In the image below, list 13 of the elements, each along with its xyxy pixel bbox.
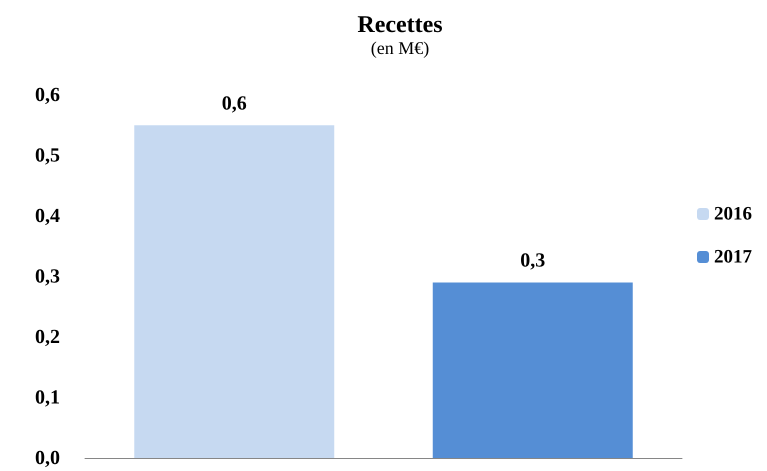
legend-label: 2017	[714, 246, 752, 268]
y-tick-label: 0,0	[35, 447, 60, 469]
y-tick-label: 0,3	[35, 266, 60, 288]
chart-title: Recettes	[357, 12, 443, 38]
y-tick-label: 0,5	[35, 144, 60, 166]
y-tick-label: 0,6	[35, 84, 60, 106]
data-label: 0,6	[222, 92, 247, 114]
y-tick-label: 0,4	[35, 205, 60, 227]
chart-subtitle: (en M€)	[370, 38, 430, 58]
legend-label: 2016	[714, 204, 752, 224]
y-tick-label: 0,1	[35, 386, 60, 408]
data-label: 0,3	[520, 250, 546, 272]
y-tick-label: 0,2	[35, 326, 60, 348]
